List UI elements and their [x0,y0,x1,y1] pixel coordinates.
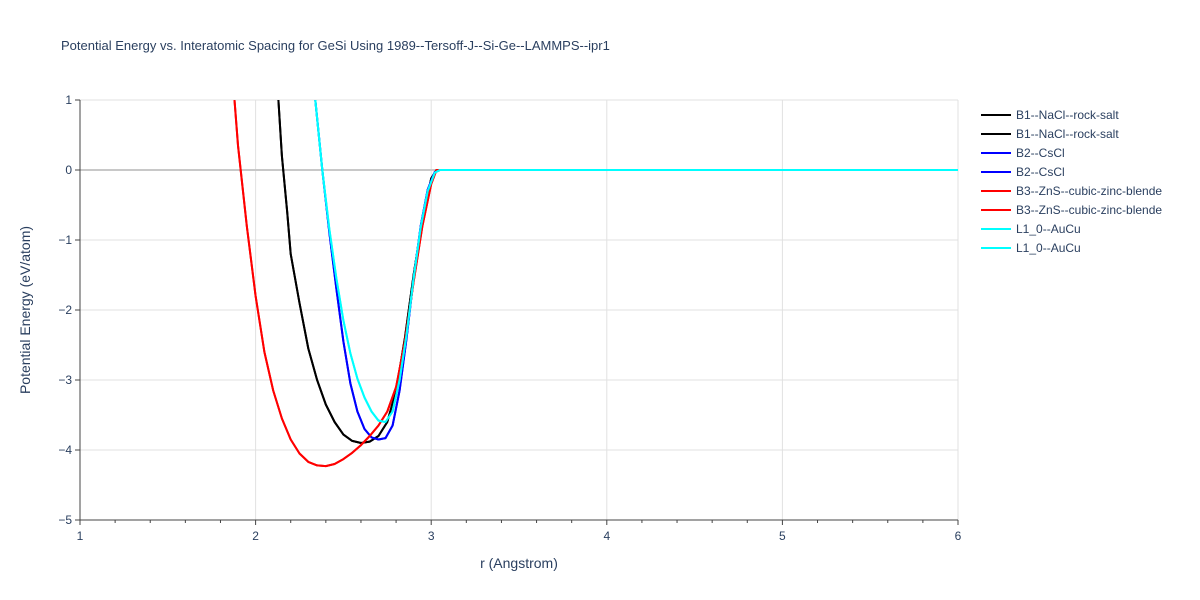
x-tick-label: 1 [77,529,84,543]
x-tick-label: 5 [779,529,786,543]
x-tick-label: 6 [955,529,962,543]
x-tick-label: 3 [428,529,435,543]
legend-item-3[interactable]: B2--CsCl [981,165,1065,179]
legend-label: B1--NaCl--rock-salt [1016,127,1119,141]
series-line-7 [314,100,958,423]
series-line-4 [233,100,958,468]
legend-label: L1_0--AuCu [1016,222,1081,236]
legend-item-2[interactable]: B2--CsCl [981,146,1065,160]
x-tick-label: 4 [603,529,610,543]
series-line-6 [314,100,958,423]
grid [80,99,959,520]
series-layer [233,100,958,468]
y-tick-label: 0 [65,163,72,177]
x-axis-label: r (Angstrom) [480,555,558,571]
legend-label: B1--NaCl--rock-salt [1016,108,1119,122]
legend-item-6[interactable]: L1_0--AuCu [981,222,1081,236]
y-tick-label: −4 [58,443,72,457]
legend-label: B2--CsCl [1016,165,1065,179]
series-line-5 [233,100,958,468]
series-line-0 [277,100,958,444]
series-line-3 [314,100,958,441]
chart-title: Potential Energy vs. Interatomic Spacing… [61,38,610,53]
axes: 1 2 3 4 5 6 −5 −4 −3 −2 −1 0 1 [58,93,961,543]
y-tick-label: −2 [58,303,72,317]
legend-label: B2--CsCl [1016,146,1065,160]
y-axis-label: Potential Energy (eV/atom) [17,226,33,394]
y-tick-label: −3 [58,373,72,387]
legend-label: B3--ZnS--cubic-zinc-blende [1016,203,1162,217]
legend-item-7[interactable]: L1_0--AuCu [981,241,1081,255]
legend-label: L1_0--AuCu [1016,241,1081,255]
legend[interactable]: B1--NaCl--rock-salt B1--NaCl--rock-salt B2… [981,108,1162,255]
legend-item-5[interactable]: B3--ZnS--cubic-zinc-blende [981,203,1162,217]
y-tick-label: −5 [58,513,72,527]
series-line-1 [277,100,958,444]
series-line-2 [314,100,958,441]
y-tick-label: 1 [65,93,72,107]
x-tick-label: 2 [252,529,259,543]
legend-item-4[interactable]: B3--ZnS--cubic-zinc-blende [981,184,1162,198]
legend-label: B3--ZnS--cubic-zinc-blende [1016,184,1162,198]
legend-item-0[interactable]: B1--NaCl--rock-salt [981,108,1119,122]
legend-item-1[interactable]: B1--NaCl--rock-salt [981,127,1119,141]
y-tick-label: −1 [58,233,72,247]
